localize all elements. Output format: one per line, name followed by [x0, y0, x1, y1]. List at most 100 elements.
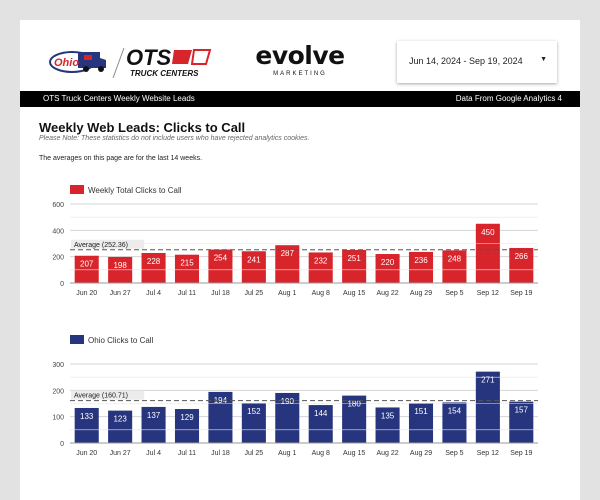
x-tick-label: Jul 4: [146, 290, 161, 297]
x-tick-label: Jul 4: [146, 450, 161, 457]
average-label-bg: [71, 239, 145, 249]
ohio-truck-logo: Ohio: [49, 51, 106, 73]
x-tick-label: Aug 15: [343, 290, 365, 297]
bar: [442, 250, 467, 283]
bar: [208, 249, 233, 283]
x-tick-label: Jun 27: [110, 290, 131, 297]
bar-value-label: 254: [214, 254, 228, 263]
report-page: Ohio OTS TRUCK CENTERS evolve MARKETING …: [20, 20, 580, 500]
y-tick-label: 0: [60, 281, 64, 288]
x-tick-label: Aug 1: [278, 290, 296, 297]
bar: [108, 410, 133, 443]
x-tick-label: Sep 12: [477, 290, 499, 297]
bar-value-label: 133: [80, 412, 94, 421]
x-tick-label: Aug 22: [376, 290, 398, 297]
bar: [475, 223, 500, 283]
bar-value-label: 241: [247, 255, 261, 264]
cookie-note: Please Note: These statistics do not inc…: [39, 135, 310, 142]
bar-value-label: 194: [214, 396, 228, 405]
bar-value-label: 152: [247, 407, 261, 416]
ots-logo: OTS TRUCK CENTERS: [126, 45, 212, 78]
x-tick-label: Sep 12: [477, 450, 499, 457]
bar: [375, 254, 400, 283]
bar: [275, 392, 300, 443]
x-tick-label: Aug 15: [343, 450, 365, 457]
bar: [141, 406, 166, 443]
bar: [174, 409, 200, 443]
x-tick-label: Sep 5: [445, 290, 463, 297]
y-tick-label: 200: [52, 388, 64, 395]
bar-value-label: 180: [347, 400, 361, 409]
banner-title: OTS Truck Centers Weekly Website Leads: [43, 94, 195, 103]
bar-value-label: 220: [381, 258, 395, 267]
bar: [275, 245, 300, 283]
caret-down-icon: ▼: [540, 56, 547, 63]
x-tick-label: Sep 19: [510, 450, 532, 457]
bar: [408, 251, 434, 283]
legend-label: Weekly Total Clicks to Call: [88, 186, 182, 195]
evolve-logo-word: evolve: [255, 41, 345, 70]
x-tick-label: Jul 18: [211, 290, 230, 297]
x-tick-label: Aug 29: [410, 290, 432, 297]
bar-value-label: 157: [515, 406, 529, 415]
bar: [208, 391, 233, 443]
x-tick-label: Aug 8: [312, 290, 330, 297]
bar-value-label: 271: [481, 376, 495, 385]
y-tick-label: 400: [52, 228, 64, 235]
bar: [308, 252, 333, 283]
bar: [375, 407, 400, 443]
evolve-logo: evolve MARKETING: [250, 41, 350, 78]
bar: [141, 252, 166, 283]
x-tick-label: Sep 5: [445, 450, 463, 457]
x-tick-label: Aug 8: [312, 450, 330, 457]
bar-value-label: 154: [448, 406, 462, 415]
ots-logo-word: OTS: [126, 45, 172, 70]
x-tick-label: Aug 1: [278, 450, 296, 457]
x-tick-label: Jul 25: [245, 450, 264, 457]
y-tick-label: 600: [52, 202, 64, 209]
bar: [475, 371, 500, 443]
y-tick-label: 200: [52, 255, 64, 262]
ohio-clicks-chart: Ohio Clicks to Call 0 100 200 300 133 Jun 20 12…: [52, 335, 538, 457]
bar-value-label: 215: [180, 259, 194, 268]
bar: [174, 254, 200, 283]
bar-value-label: 236: [414, 256, 428, 265]
bar: [509, 401, 534, 443]
bar-value-label: 129: [180, 413, 194, 422]
bar-value-label: 228: [147, 257, 161, 266]
bar: [308, 405, 333, 443]
x-tick-label: Jul 18: [211, 450, 230, 457]
average-label: Average (252.36): [74, 242, 128, 249]
bar-value-label: 207: [80, 260, 94, 269]
x-tick-label: Jun 27: [110, 450, 131, 457]
x-tick-label: Aug 22: [376, 450, 398, 457]
bar-value-label: 137: [147, 411, 161, 420]
page-title: Weekly Web Leads: Clicks to Call: [39, 120, 246, 135]
y-tick-label: 300: [52, 362, 64, 369]
legend-swatch: [70, 335, 84, 344]
x-tick-label: Sep 19: [510, 290, 532, 297]
date-range-value: Jun 14, 2024 - Sep 19, 2024: [409, 56, 523, 66]
bar: [442, 402, 467, 443]
ots-logo-sub: TRUCK CENTERS: [130, 69, 199, 78]
legend-swatch: [70, 185, 84, 194]
y-tick-label: 0: [60, 441, 64, 448]
averages-note: The averages on this page are for the la…: [39, 155, 203, 162]
average-label: Average (160.71): [74, 393, 128, 400]
bar-value-label: 251: [347, 254, 361, 263]
bar-value-label: 123: [113, 415, 127, 424]
total-clicks-chart: Weekly Total Clicks to Call 0 200 400 600 207…: [52, 185, 538, 297]
bar-value-label: 151: [414, 407, 428, 416]
bar-value-label: 450: [481, 228, 495, 237]
bar-value-label: 135: [381, 411, 395, 420]
bar-value-label: 266: [515, 252, 529, 261]
banner-source: Data From Google Analytics 4: [455, 94, 562, 103]
bar-value-label: 190: [281, 397, 295, 406]
bar: [509, 247, 534, 283]
date-range-picker[interactable]: Jun 14, 2024 - Sep 19, 2024 ▼: [397, 41, 557, 83]
bar: [241, 402, 266, 443]
bar: [408, 403, 434, 443]
svg-text:Ohio: Ohio: [54, 57, 79, 69]
x-tick-label: Jun 20: [76, 290, 97, 297]
bar-value-label: 248: [448, 254, 462, 263]
